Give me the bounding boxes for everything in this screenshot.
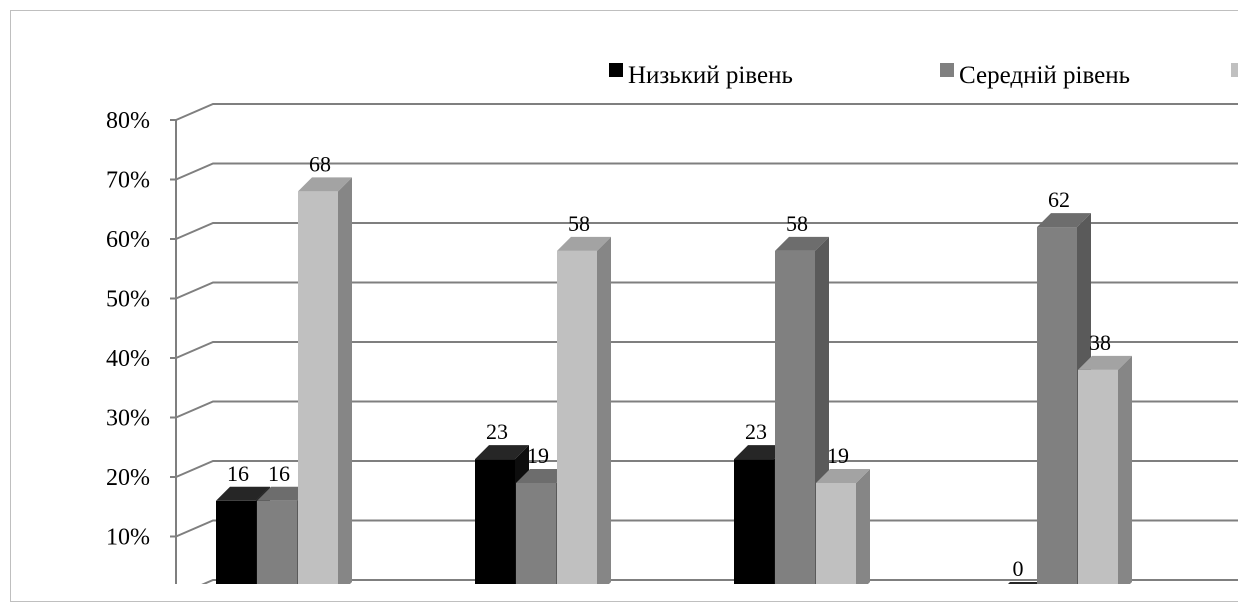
chart-frame [10,10,1238,602]
bar [816,468,870,584]
data-label: 19 [827,443,849,468]
bars [216,177,1132,584]
y-tick-label: 50% [106,287,150,313]
bar [1078,355,1132,584]
gridline [175,103,1238,121]
data-label: 16 [227,461,249,486]
data-label: 23 [745,419,767,444]
gridline [175,341,1238,359]
data-label: 58 [568,211,590,236]
y-tick-label: 60% [106,227,150,253]
data-label: 62 [1048,187,1070,212]
data-label: 68 [309,151,331,176]
y-tick-label: 70% [106,168,150,194]
y-tick-label: 20% [106,465,150,491]
bar [557,236,611,584]
gridline [175,222,1238,240]
data-label: 0 [1013,556,1024,581]
bar-chart: 0%10%20%30%40%50%60%70%80% 1623230161958… [106,62,1238,584]
gridline [175,400,1238,419]
bar [298,177,352,584]
y-tick-label: 80% [106,108,150,134]
gridline [175,460,1238,478]
legend: Низький рівень Середній рівень [609,62,1238,89]
gridline [201,579,1238,584]
gridline [175,162,1238,181]
legend-swatch [609,63,623,77]
gridlines [170,103,1238,584]
y-axis-ticks: 0%10%20%30%40%50%60%70%80% [106,108,150,551]
legend-swatch [940,63,954,77]
data-label: 38 [1089,330,1111,355]
data-label: 58 [786,211,808,236]
legend-swatch [1231,63,1238,77]
gridline [175,519,1238,538]
legend-label: Середній рівень [959,62,1130,89]
data-label: 19 [527,443,549,468]
data-labels: 16 23 23 0 16 19 58 62 68 58 19 38 [227,151,1111,581]
y-tick-label: 30% [106,406,150,432]
data-label: 16 [268,461,290,486]
gridline [175,281,1238,300]
data-label: 23 [486,419,508,444]
y-tick-label: 40% [106,346,150,372]
y-tick-label: 10% [106,525,150,551]
legend-label: Низький рівень [628,62,793,89]
